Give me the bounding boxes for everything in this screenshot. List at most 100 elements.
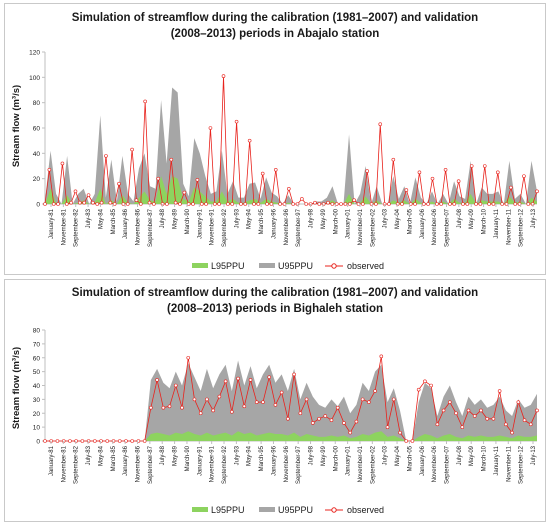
observed-point bbox=[342, 421, 346, 425]
observed-point bbox=[91, 200, 95, 205]
observed-point bbox=[195, 178, 200, 182]
x-tick-label: July-88 bbox=[160, 208, 166, 228]
observed-point bbox=[452, 202, 457, 206]
x-tick-label: March-10 bbox=[482, 445, 488, 471]
observed-point bbox=[387, 202, 391, 206]
x-tick-label: March-00 bbox=[333, 445, 339, 471]
x-tick-label: May-99 bbox=[321, 208, 327, 229]
x-tick-label: March-00 bbox=[333, 208, 339, 234]
observed-point bbox=[252, 202, 256, 206]
observed-point bbox=[365, 169, 369, 173]
observed-point bbox=[217, 394, 222, 399]
legend-u95-swatch bbox=[259, 263, 275, 268]
x-tick-label: November-11 bbox=[506, 208, 512, 245]
observed-point bbox=[117, 439, 122, 443]
observed-point bbox=[213, 202, 217, 206]
x-tick-label: November-11 bbox=[506, 445, 512, 482]
observed-point bbox=[47, 168, 52, 172]
chart-panel-bighaleh: Simulation of streamflow during the cali… bbox=[4, 279, 546, 522]
observed-point bbox=[500, 202, 504, 206]
y-tick-label: 80 bbox=[33, 328, 41, 335]
observed-point bbox=[491, 202, 496, 206]
observed-point bbox=[323, 414, 328, 418]
y-tick-label: 50 bbox=[33, 369, 41, 376]
observed-point bbox=[291, 202, 295, 206]
observed-point bbox=[410, 439, 415, 443]
y-axis-label: Stream flow (m³/s) bbox=[11, 347, 22, 429]
x-tick-label: March-90 bbox=[185, 445, 191, 471]
observed-point bbox=[130, 147, 134, 152]
observed-point bbox=[535, 408, 539, 413]
x-tick-label: January-06 bbox=[420, 208, 426, 239]
observed-point bbox=[247, 138, 252, 143]
chart-bighaleh: Simulation of streamflow during the cali… bbox=[11, 287, 539, 515]
x-tick-label: March-05 bbox=[407, 208, 413, 234]
observed-point bbox=[326, 200, 330, 205]
observed-point bbox=[454, 411, 458, 416]
observed-point bbox=[186, 202, 191, 206]
observed-point bbox=[298, 411, 303, 416]
legend: L95PPU U95PPU observed bbox=[192, 505, 384, 515]
observed-point bbox=[448, 202, 452, 206]
x-tick-label: March-95 bbox=[259, 208, 265, 234]
x-tick-label: January-91 bbox=[197, 445, 203, 476]
observed-point bbox=[73, 189, 78, 194]
y-tick-label: 80 bbox=[33, 100, 41, 107]
observed-point bbox=[474, 202, 478, 206]
x-tick-label: July-03 bbox=[383, 208, 389, 228]
observed-point bbox=[404, 439, 409, 443]
x-tick-label: May-09 bbox=[469, 208, 475, 229]
observed-point bbox=[95, 202, 100, 206]
x-tick-label: November-96 bbox=[284, 208, 290, 245]
legend-l95-swatch bbox=[192, 263, 208, 268]
observed-point bbox=[105, 439, 110, 443]
y-tick-label: 30 bbox=[33, 397, 41, 404]
y-tick-label: 60 bbox=[33, 355, 41, 362]
observed-point bbox=[234, 119, 239, 124]
x-tick-label: January-06 bbox=[420, 445, 426, 476]
observed-point bbox=[339, 202, 343, 206]
observed-point bbox=[522, 418, 527, 422]
observed-point bbox=[361, 202, 365, 206]
x-tick-label: November-96 bbox=[284, 445, 290, 482]
observed-point bbox=[86, 439, 91, 443]
observed-point bbox=[310, 421, 315, 425]
series-u95ppu-area bbox=[45, 360, 537, 441]
chart-title-line2: (2008–2013) periods in Bighaleh station bbox=[167, 303, 383, 315]
observed-point bbox=[243, 202, 248, 206]
observed-point bbox=[167, 404, 172, 409]
x-tick-label: March-85 bbox=[111, 208, 117, 234]
x-tick-label: July-98 bbox=[309, 208, 315, 228]
observed-point bbox=[430, 176, 435, 181]
x-tick-label: July-83 bbox=[86, 208, 92, 228]
x-tick-label: September-92 bbox=[222, 445, 228, 484]
x-tick-label: November-86 bbox=[136, 208, 142, 245]
observed-point bbox=[516, 400, 521, 404]
observed-point bbox=[108, 200, 113, 205]
x-tick-label: January-86 bbox=[123, 445, 129, 476]
observed-point bbox=[317, 417, 321, 421]
observed-point bbox=[51, 202, 56, 206]
observed-point bbox=[178, 202, 182, 206]
observed-point bbox=[373, 389, 377, 393]
observed-point bbox=[379, 354, 384, 359]
x-tick-label: May-04 bbox=[395, 208, 401, 229]
observed-point bbox=[497, 389, 502, 393]
x-tick-label: July-98 bbox=[309, 445, 315, 465]
chart-title-line1: Simulation of streamflow during the cali… bbox=[72, 287, 478, 299]
observed-point bbox=[43, 439, 47, 443]
y-tick-label: 20 bbox=[33, 176, 41, 183]
observed-point bbox=[292, 372, 296, 377]
y-tick-label: 40 bbox=[33, 151, 41, 158]
observed-point bbox=[205, 397, 209, 402]
observed-point bbox=[248, 378, 253, 382]
observed-point bbox=[125, 202, 130, 206]
observed-point bbox=[265, 202, 269, 206]
x-tick-label: September-87 bbox=[148, 208, 154, 247]
observed-point bbox=[391, 157, 396, 162]
y-tick-label: 0 bbox=[36, 202, 40, 209]
observed-point bbox=[217, 202, 221, 206]
observed-point bbox=[121, 202, 126, 206]
observed-point bbox=[156, 176, 160, 181]
x-tick-label: May-94 bbox=[247, 445, 253, 466]
